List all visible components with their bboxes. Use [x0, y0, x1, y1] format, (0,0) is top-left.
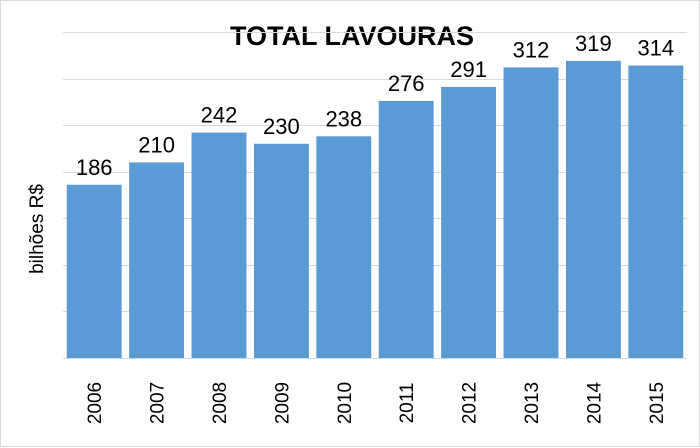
- data-label-2009: 230: [263, 114, 300, 139]
- x-tick-label-2007: 2007: [148, 382, 169, 424]
- data-labels: 186 210 242 230 238 276 291 312 319 314: [76, 31, 674, 180]
- data-label-2007: 210: [138, 132, 175, 157]
- y-axis-label: bilhões R$: [27, 184, 48, 274]
- bar-2015: [628, 65, 684, 358]
- data-label-2013: 312: [513, 37, 550, 62]
- data-label-2010: 238: [325, 106, 362, 131]
- bar-2013: [503, 67, 559, 358]
- x-tick-label-2010: 2010: [335, 382, 356, 424]
- bar-2007: [129, 162, 185, 358]
- bar-2011: [378, 100, 434, 358]
- bars: [66, 60, 684, 358]
- data-label-2015: 314: [637, 36, 674, 61]
- bar-2012: [441, 86, 497, 358]
- data-label-2008: 242: [201, 103, 238, 128]
- bar-2010: [316, 136, 372, 358]
- x-tick-label-2008: 2008: [210, 382, 231, 424]
- bar-2008: [191, 132, 247, 358]
- data-label-2011: 276: [388, 71, 425, 96]
- bar-2009: [253, 143, 309, 358]
- bar-2014: [565, 60, 621, 358]
- data-label-2014: 319: [575, 31, 612, 56]
- x-tick-label-2013: 2013: [522, 382, 543, 424]
- x-tick-label-2012: 2012: [460, 382, 481, 424]
- chart-title: TOTAL LAVOURAS: [230, 21, 474, 51]
- x-tick-label-2009: 2009: [272, 382, 293, 424]
- x-tick-label-2015: 2015: [647, 382, 668, 424]
- x-tick-label-2011: 2011: [397, 383, 418, 424]
- x-tick-labels: 2006 2007 2008 2009 2010 2011 2012 2013 2014 2015: [85, 381, 668, 424]
- data-label-2012: 291: [450, 57, 487, 82]
- x-tick-label-2014: 2014: [584, 381, 605, 424]
- data-label-2006: 186: [76, 155, 113, 180]
- x-tick-label-2006: 2006: [85, 382, 106, 424]
- bar-2006: [66, 184, 122, 358]
